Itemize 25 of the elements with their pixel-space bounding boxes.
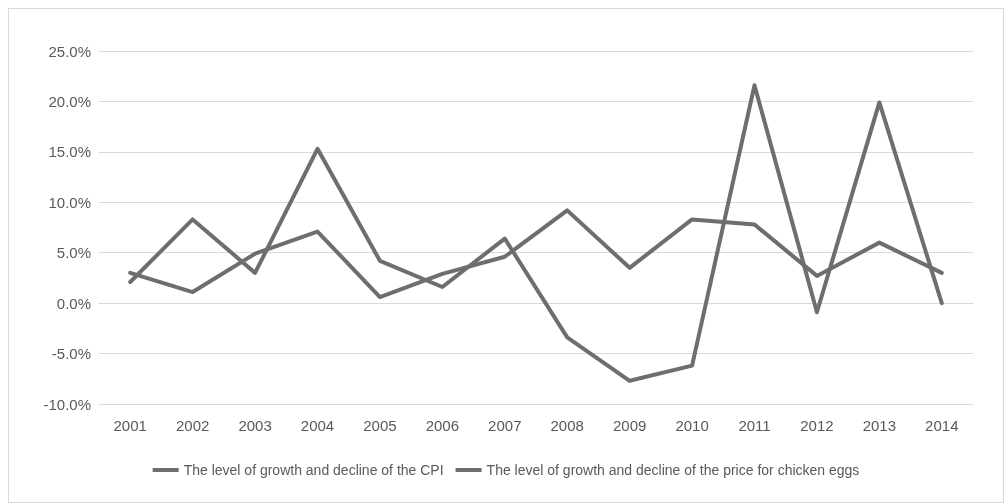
x-tick-label: 2002 <box>175 417 210 434</box>
y-tick-label: 10.0% <box>48 193 91 211</box>
x-tick-label: 2014 <box>925 417 959 434</box>
x-tick-label: 2009 <box>612 417 647 434</box>
x-tick-label: 2006 <box>425 417 460 434</box>
x-tick-label: 2005 <box>363 417 397 434</box>
x-tick-label: 2011 <box>738 417 771 434</box>
legend-label: The level of growth and decline of the CPI <box>183 462 444 478</box>
x-tick-label: 2012 <box>800 417 834 434</box>
y-tick-label: 20.0% <box>48 92 91 110</box>
y-tick-label: 25.0% <box>48 42 91 60</box>
y-tick-label: -5.0% <box>51 345 91 363</box>
x-tick-label: 2010 <box>675 417 709 434</box>
y-tick-label: 0.0% <box>56 294 91 312</box>
x-tick-label: 2004 <box>300 417 335 434</box>
x-tick-label: 2001 <box>113 417 147 434</box>
y-tick-label: -10.0% <box>43 395 91 413</box>
x-tick-label: 2008 <box>550 417 584 434</box>
y-tick-label: 5.0% <box>56 244 91 262</box>
legend-label: The level of growth and decline of the price for chicken eggs <box>486 462 860 478</box>
x-tick-label: 2003 <box>238 417 272 434</box>
x-tick-label: 2007 <box>488 417 522 434</box>
line-series <box>128 83 944 383</box>
x-tick-label: 2013 <box>862 417 897 434</box>
y-tick-label: 15.0% <box>48 143 91 161</box>
